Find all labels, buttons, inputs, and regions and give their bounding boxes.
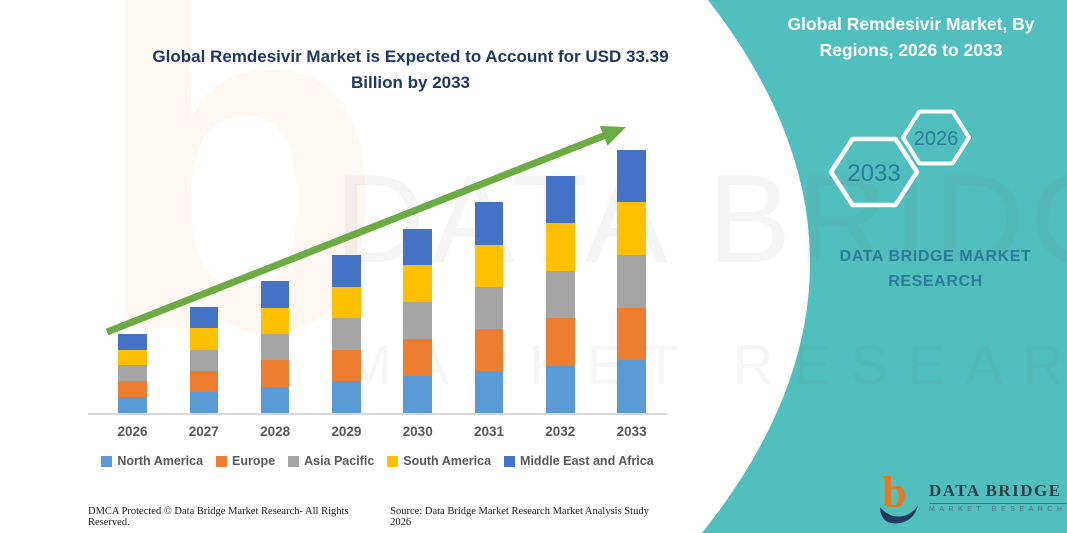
segment-north-america	[617, 360, 646, 413]
footer-dmca-text: DMCA Protected © Data Bridge Market Rese…	[88, 506, 349, 528]
dbmr-logo-mark: b	[880, 470, 918, 524]
hexagon-small-year: 2026	[914, 128, 959, 150]
segment-middle-east-and-africa	[260, 281, 290, 308]
segment-europe	[617, 307, 646, 361]
logo-divider	[929, 503, 1067, 504]
dbmr-logo: b DATA BRIDGE MARKET RESEARCH	[876, 470, 1067, 524]
segment-europe	[546, 318, 575, 366]
stacked-bar-2031	[474, 202, 504, 413]
legend-item-europe: Europe	[216, 454, 275, 468]
segment-europe	[260, 360, 290, 387]
segment-middle-east-and-africa	[546, 176, 575, 224]
segment-asia-pacific	[260, 334, 290, 361]
hexagon-small	[901, 109, 971, 166]
segment-south-america	[617, 202, 646, 256]
x-axis-label-2033: 2033	[616, 424, 647, 439]
panel-title: Global Remdesivir Market, By Regions, 20…	[787, 14, 1035, 61]
chart-legend: North America Europe Asia Pacific South Ame…	[80, 454, 675, 468]
footer-source-text: Source: Data Bridge Market Research Mark…	[390, 506, 649, 528]
segment-south-america	[118, 349, 147, 366]
legend-label-middle-east-and-africa: Middle East and Africa	[520, 454, 654, 468]
x-axis-label-2026: 2026	[117, 424, 148, 439]
x-axis-label-2029: 2029	[331, 424, 362, 439]
stacked-bar-2026	[118, 333, 147, 413]
segment-north-america	[260, 386, 290, 413]
x-axis-label-2028: 2028	[260, 424, 291, 439]
segment-middle-east-and-africa	[403, 228, 432, 266]
segment-europe	[403, 339, 432, 377]
legend-swatch-asia-pacific	[288, 455, 300, 467]
x-axis-line	[88, 413, 667, 415]
segment-south-america	[403, 265, 432, 303]
logo-name: DATA BRIDGE	[929, 481, 1062, 500]
segment-asia-pacific	[617, 255, 646, 308]
segment-north-america	[474, 370, 504, 413]
segment-asia-pacific	[403, 302, 432, 340]
legend-item-south-america: South America	[387, 454, 491, 468]
stacked-bar-2033	[617, 149, 646, 413]
x-axis-label-2032: 2032	[545, 424, 576, 439]
stacked-bar-2029	[332, 254, 361, 413]
segment-europe	[332, 349, 361, 382]
segment-europe	[189, 370, 219, 392]
legend-swatch-middle-east-and-africa	[504, 455, 516, 467]
brand-panel-text: DATA BRIDGE MARKET RESEARCH	[839, 248, 1032, 290]
legend-label-south-america: South America	[403, 454, 492, 468]
segment-asia-pacific	[332, 318, 361, 350]
segment-europe	[474, 328, 504, 371]
x-axis-label-2030: 2030	[402, 424, 433, 439]
segment-asia-pacific	[189, 349, 219, 371]
legend-label-asia-pacific: Asia Pacific	[304, 454, 375, 468]
logo-monogram-b: b	[882, 470, 906, 517]
segment-north-america	[118, 397, 147, 413]
segment-middle-east-and-africa	[189, 307, 219, 329]
segment-north-america	[332, 381, 361, 413]
segment-south-america	[260, 307, 290, 334]
segment-north-america	[189, 391, 219, 413]
legend-item-asia-pacific: Asia Pacific	[288, 454, 374, 468]
stacked-bar-2032	[546, 176, 575, 413]
legend-swatch-europe	[216, 455, 228, 467]
logo-swoosh	[880, 505, 918, 524]
segment-middle-east-and-africa	[474, 202, 504, 245]
hexagon-large	[828, 136, 920, 208]
segment-middle-east-and-africa	[118, 333, 147, 350]
legend-swatch-north-america	[101, 455, 113, 467]
x-axis-label-2031: 2031	[473, 424, 505, 439]
legend-item-north-america: North America	[101, 454, 203, 468]
chart-title: Global Remdesivir Market is Expected to …	[152, 47, 669, 92]
segment-europe	[118, 381, 147, 398]
stacked-bar-2027	[189, 307, 219, 413]
segment-middle-east-and-africa	[332, 254, 361, 287]
segment-middle-east-and-africa	[617, 149, 646, 203]
x-axis-label-2027: 2027	[188, 424, 219, 439]
segment-asia-pacific	[546, 270, 575, 319]
segment-asia-pacific	[474, 286, 504, 329]
legend-swatch-south-america	[387, 455, 399, 467]
segment-north-america	[403, 376, 432, 413]
segment-south-america	[332, 286, 361, 319]
legend-label-europe: Europe	[232, 454, 276, 468]
footer: DMCA Protected © Data Bridge Market Rese…	[88, 506, 670, 528]
segment-asia-pacific	[118, 365, 147, 382]
watermark-text-line2: MARKET RESEARCH	[345, 333, 1067, 396]
segment-north-america	[546, 365, 575, 413]
hexagon-large-year: 2033	[847, 160, 900, 187]
stacked-bar-2028	[260, 281, 290, 413]
legend-item-middle-east-and-africa: Middle East and Africa	[504, 454, 654, 468]
segment-south-america	[474, 244, 504, 287]
legend-label-north-america: North America	[117, 454, 204, 468]
logo-subtitle: MARKET RESEARCH	[929, 506, 1067, 513]
segment-south-america	[546, 223, 575, 271]
segment-south-america	[189, 328, 219, 350]
stacked-bar-2030	[403, 228, 432, 413]
